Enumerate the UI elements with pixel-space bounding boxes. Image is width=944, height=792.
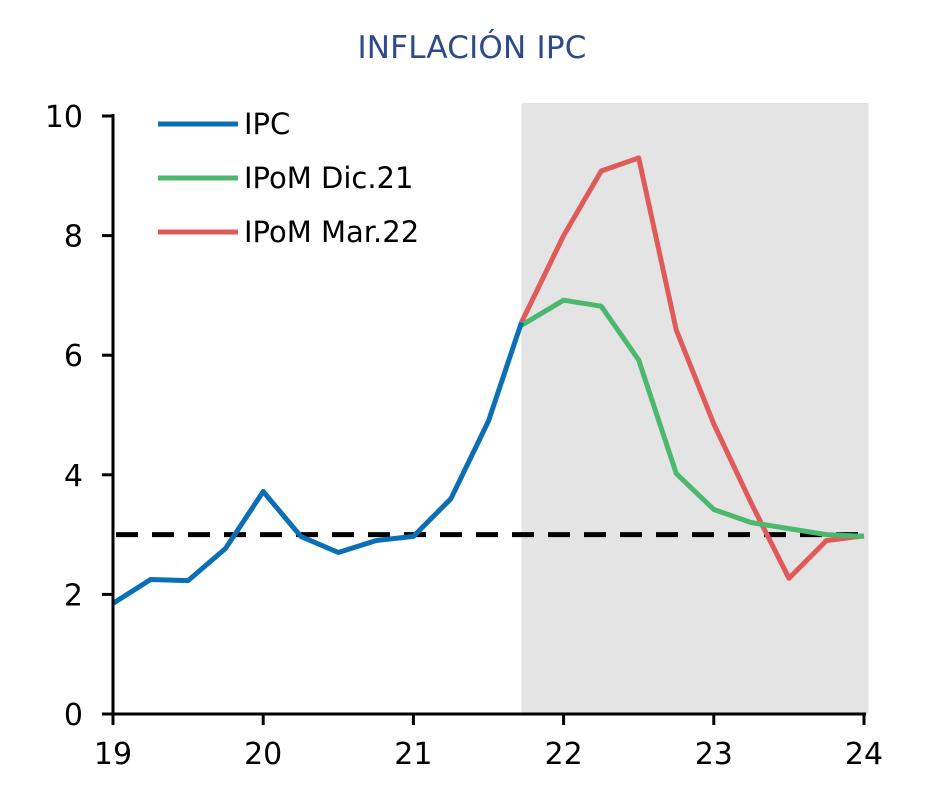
x-tick-label: 24 <box>845 737 883 772</box>
y-tick-label: 8 <box>64 220 83 255</box>
x-tick-label: 23 <box>695 737 733 772</box>
legend: IPC IPoM Dic.21 IPoM Mar.22 <box>158 107 419 249</box>
chart-title: INFLACIÓN IPC <box>357 30 587 66</box>
y-tick-label: 2 <box>64 578 83 613</box>
y-tick-label: 0 <box>64 698 83 733</box>
series-layer <box>111 155 865 606</box>
x-tick-label: 19 <box>94 737 132 772</box>
series-line-ipom-dic-21 <box>520 297 865 539</box>
projection-shading <box>521 103 869 715</box>
projection-shading-layer <box>521 103 869 715</box>
legend-label: IPC <box>244 107 290 141</box>
legend-label: IPoM Dic.21 <box>244 161 413 195</box>
y-tick-label: 10 <box>45 100 83 135</box>
x-tick-label: 20 <box>244 737 282 772</box>
x-tick-label: 21 <box>394 737 432 772</box>
y-tick-label: 6 <box>64 339 83 374</box>
x-tick-label: 22 <box>545 737 583 772</box>
series-line-ipom-mar-22 <box>519 155 865 581</box>
series-line-ipc <box>111 321 524 606</box>
legend-label: IPoM Mar.22 <box>244 215 419 249</box>
y-tick-label: 4 <box>64 459 83 494</box>
